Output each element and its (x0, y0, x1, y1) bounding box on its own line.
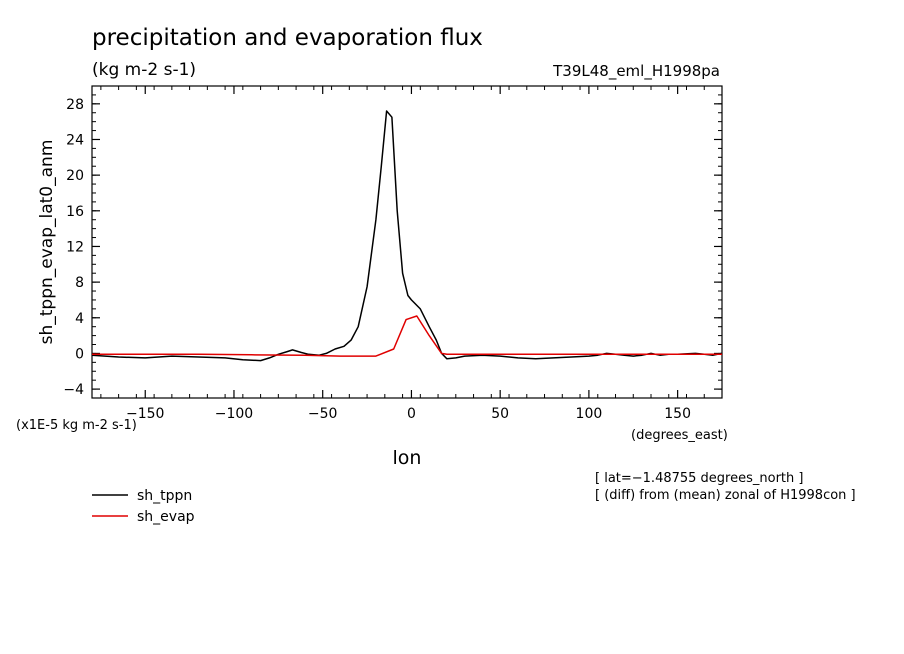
chart-title: precipitation and evaporation flux (92, 25, 483, 51)
legend: sh_tppn sh_evap (92, 488, 195, 525)
y-tick-label: −4 (63, 382, 84, 398)
x-axis: −150 −100 −50 0 50 100 150 (126, 86, 691, 422)
note-diff: [ (diff) from (mean) zonal of H1998con ] (595, 488, 856, 503)
y-tick-label: 0 (75, 346, 84, 362)
series-layer (91, 110, 723, 362)
x-tick-label: −100 (215, 406, 253, 422)
x-tick-label: −50 (308, 406, 338, 422)
y-axis-label: sh_tppn_evap_lat0_anm (37, 140, 57, 345)
y-tick-label: 24 (66, 132, 84, 148)
run-label: T39L48_eml_H1998pa (552, 62, 720, 81)
x-tick-label: −150 (126, 406, 164, 422)
x-tick-label: 100 (576, 406, 603, 422)
x-tick-label: 150 (664, 406, 691, 422)
x-tick-label: 50 (491, 406, 509, 422)
y-tick-label: 4 (75, 311, 84, 327)
y-scale-label: (x1E-5 kg m-2 s-1) (16, 418, 137, 433)
series-line-sh-evap (92, 315, 722, 357)
y-tick-label: 12 (66, 239, 84, 255)
y-tick-label: 16 (66, 204, 84, 220)
note-latitude: [ lat=−1.48755 degrees_north ] (595, 471, 803, 486)
y-axis: −4 0 4 8 12 16 20 24 28 (63, 97, 722, 398)
x-tick-label: 0 (407, 406, 416, 422)
y-tick-label: 20 (66, 168, 84, 184)
legend-label-sh-tppn: sh_tppn (137, 488, 192, 504)
plot-frame (91, 85, 723, 399)
x-unit-label: (degrees_east) (631, 428, 728, 443)
legend-label-sh-evap: sh_evap (137, 509, 195, 525)
series-line-sh-tppn (91, 110, 723, 362)
y-tick-label: 8 (75, 275, 84, 291)
y-tick-label: 28 (66, 97, 84, 113)
minor-ticks (92, 85, 723, 399)
x-axis-label: lon (393, 447, 422, 469)
chart-units: (kg m-2 s-1) (92, 60, 196, 80)
